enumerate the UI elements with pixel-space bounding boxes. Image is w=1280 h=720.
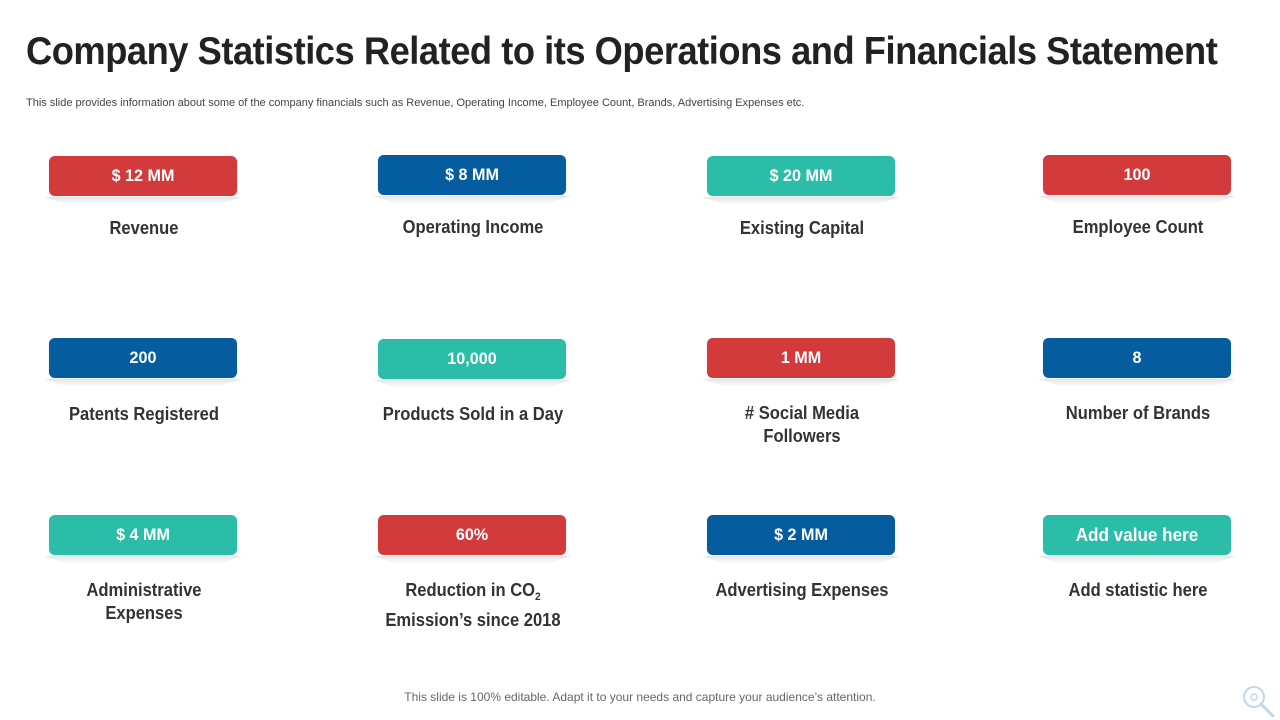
stat-card-revenue: $ 12 MM Revenue — [44, 156, 244, 240]
stat-value-badge: 100 — [1042, 155, 1232, 195]
stat-card-products-sold: 10,000 Products Sold in a Day — [373, 339, 573, 426]
slide-subtitle: This slide provides information about so… — [26, 97, 805, 109]
stat-label: Existing Capital — [739, 218, 865, 238]
stat-card-brands: 8 Number of Brands — [1038, 338, 1238, 425]
stat-card-social-media: 1 MM # Social Media Followers — [702, 338, 902, 448]
stat-value-badge: Add value here — [1042, 515, 1232, 555]
stat-label: Advertising Expenses — [715, 580, 889, 600]
stat-card-employee-count: 100 Employee Count — [1038, 155, 1238, 239]
stat-card-admin-expenses: $ 4 MM Administrative Expenses — [44, 515, 244, 625]
slide-title: Company Statistics Related to its Operat… — [26, 30, 1218, 73]
stat-card-co2-reduction: 60% Reduction in CO2 Emission’s since 20… — [373, 515, 573, 632]
stat-label: Number of Brands — [1065, 403, 1211, 423]
stat-value-badge: 200 — [48, 338, 238, 378]
stat-card-advertising: $ 2 MM Advertising Expenses — [702, 515, 902, 602]
stat-value-badge: $ 2 MM — [706, 515, 896, 555]
stat-card-patents: 200 Patents Registered — [44, 338, 244, 426]
stat-label: Employee Count — [1072, 217, 1204, 237]
stat-card-existing-capital: $ 20 MM Existing Capital — [702, 156, 902, 240]
stat-label: Operating Income — [402, 217, 544, 237]
stat-label: Patents Registered — [68, 404, 220, 424]
slide-footer: This slide is 100% editable. Adapt it to… — [404, 690, 876, 704]
stat-value-badge: $ 4 MM — [48, 515, 238, 555]
stat-value-badge: 8 — [1042, 338, 1232, 378]
stat-label: Reduction in CO2 Emission’s since 2018 — [385, 580, 561, 630]
stat-label: Products Sold in a Day — [382, 404, 564, 424]
stat-value-badge: 1 MM — [706, 338, 896, 378]
stat-label: Revenue — [109, 218, 179, 238]
stat-label: Add statistic here — [1068, 580, 1208, 600]
stat-value-badge: 10,000 — [377, 339, 567, 379]
stat-value-badge: $ 12 MM — [48, 156, 238, 196]
stat-value-badge: $ 20 MM — [706, 156, 896, 196]
stat-card-operating-income: $ 8 MM Operating Income — [373, 155, 573, 239]
stat-label: Administrative Expenses — [86, 580, 202, 623]
stat-value-badge: 60% — [377, 515, 567, 555]
stat-label: # Social Media Followers — [744, 403, 860, 446]
stat-card-placeholder: Add value here Add statistic here — [1038, 515, 1238, 602]
stat-value-badge: $ 8 MM — [377, 155, 567, 195]
magnifier-icon — [1243, 686, 1275, 718]
